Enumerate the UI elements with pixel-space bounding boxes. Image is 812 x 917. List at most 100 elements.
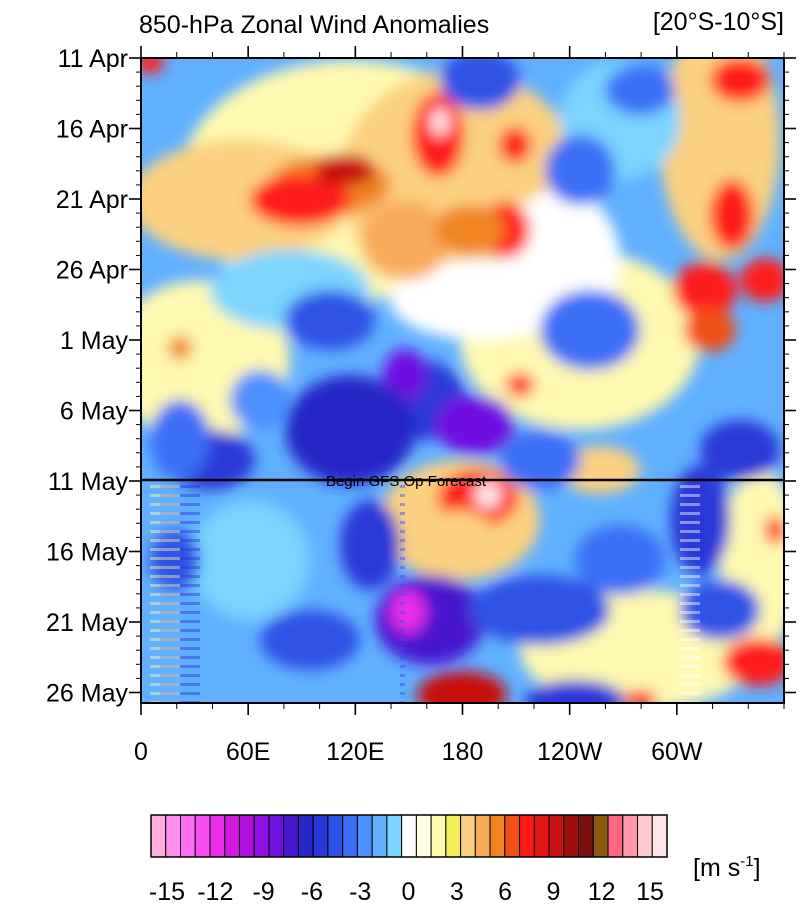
- colorbar-swatch: [563, 814, 580, 858]
- colorbar-swatch: [342, 814, 358, 858]
- colorbar-swatch: [401, 814, 417, 858]
- forecast-streak: [160, 512, 200, 515]
- anomaly-blob: [383, 349, 427, 401]
- colorbar-swatch: [371, 814, 388, 858]
- y-tick-label: 11 Apr: [58, 45, 128, 73]
- anomaly-blob: [500, 430, 580, 490]
- forecast-streak: [680, 575, 700, 578]
- forecast-streak: [400, 647, 405, 650]
- forecast-streak: [160, 494, 200, 497]
- anomaly-blob: [340, 500, 400, 590]
- x-tick-label: 60E: [226, 738, 270, 766]
- forecast-streak: [400, 521, 405, 524]
- forecast-streak: [160, 683, 200, 686]
- anomaly-field: [141, 58, 784, 703]
- anomaly-blob: [680, 580, 760, 640]
- forecast-streak: [160, 674, 200, 677]
- unit-open: [m s: [693, 854, 740, 882]
- anomaly-blob: [260, 610, 360, 670]
- forecast-streak: [400, 602, 405, 605]
- y-tick-label: 11 May: [48, 468, 129, 496]
- colorbar-swatch: [533, 814, 550, 858]
- forecast-streak: [160, 611, 200, 614]
- forecast-streak: [150, 494, 180, 497]
- colorbar-swatch: [460, 814, 476, 858]
- forecast-streak: [680, 665, 700, 668]
- forecast-streak: [400, 530, 405, 533]
- forecast-streak: [400, 584, 405, 587]
- unit-exponent: -1: [740, 853, 753, 870]
- forecast-streak: [400, 611, 405, 614]
- colorbar-tick-label: -9: [252, 878, 274, 906]
- colorbar-swatch: [165, 814, 181, 858]
- colorbar-swatch: [224, 814, 240, 858]
- colorbar-swatch: [637, 814, 653, 858]
- forecast-streak: [160, 629, 200, 632]
- forecast-streak: [160, 575, 200, 578]
- anomaly-blob: [150, 400, 210, 480]
- anomaly-blob: [560, 446, 640, 494]
- forecast-streak: [160, 566, 200, 569]
- colorbar-tick-label: 15: [636, 878, 664, 906]
- colorbar-swatch: [283, 814, 299, 858]
- forecast-streak: [150, 611, 180, 614]
- forecast-streak: [150, 503, 180, 506]
- forecast-streak: [400, 665, 405, 668]
- colorbar-tick-label: 9: [546, 878, 560, 906]
- forecast-streak: [680, 584, 700, 587]
- y-tick-label: 1 May: [60, 327, 129, 355]
- forecast-streak: [400, 683, 405, 686]
- colorbar-frame: [150, 814, 668, 858]
- forecast-streak: [150, 512, 180, 515]
- anomaly-blob: [670, 465, 730, 575]
- forecast-streak: [150, 548, 180, 551]
- colorbar-tick-label: -3: [349, 878, 371, 906]
- forecast-streak: [160, 602, 200, 605]
- forecast-streak: [150, 647, 180, 650]
- anomaly-blob: [141, 58, 164, 74]
- anomaly-blob: [360, 200, 450, 280]
- anomaly-blob: [684, 308, 736, 352]
- colorbar-unit-label: [m s-1]: [693, 853, 761, 882]
- colorbar-swatch: [607, 814, 624, 858]
- forecast-annotation: Begin GFS Op Forecast: [326, 473, 487, 490]
- forecast-streak: [680, 548, 700, 551]
- forecast-streak: [150, 692, 180, 695]
- anomaly-blob: [710, 180, 754, 250]
- colorbar-swatch: [312, 814, 329, 858]
- anomaly-blob: [545, 135, 615, 205]
- x-tick-label: 120E: [326, 738, 384, 766]
- forecast-streak: [150, 674, 180, 677]
- forecast-streak: [400, 656, 405, 659]
- y-tick-label: 26 Apr: [56, 257, 128, 285]
- anomaly-blob: [710, 58, 770, 102]
- y-tick-label: 16 Apr: [56, 116, 128, 144]
- colorbar-tick-label: 12: [588, 878, 616, 906]
- forecast-streak: [400, 566, 405, 569]
- forecast-streak: [680, 629, 700, 632]
- x-tick-label: 180: [442, 738, 484, 766]
- colorbar-swatch: [622, 814, 639, 858]
- colorbar-tick-label: -12: [197, 878, 233, 906]
- colorbar-swatch: [386, 814, 403, 858]
- forecast-streak: [150, 557, 180, 560]
- forecast-streak: [150, 584, 180, 587]
- colorbar-swatch: [356, 814, 373, 858]
- anomaly-blob: [435, 395, 515, 455]
- colorbar-swatch: [578, 814, 594, 858]
- anomaly-blob: [540, 290, 640, 370]
- forecast-streak: [680, 503, 700, 506]
- anomaly-blob: [624, 690, 656, 703]
- x-axis: 0 60E 120E 180 120W 60W: [134, 46, 785, 766]
- anomaly-blob: [575, 525, 665, 595]
- colorbar-tick-label: 0: [402, 878, 416, 906]
- anomaly-blob: [425, 510, 495, 570]
- forecast-streak: [680, 638, 700, 641]
- forecast-streak: [680, 566, 700, 569]
- forecast-streak: [680, 485, 700, 488]
- y-tick-label: 26 May: [46, 680, 128, 708]
- forecast-streak: [400, 629, 405, 632]
- colorbar-swatch: [592, 814, 609, 858]
- y-tick-label: 16 May: [46, 539, 128, 567]
- anomaly-blob: [315, 154, 375, 186]
